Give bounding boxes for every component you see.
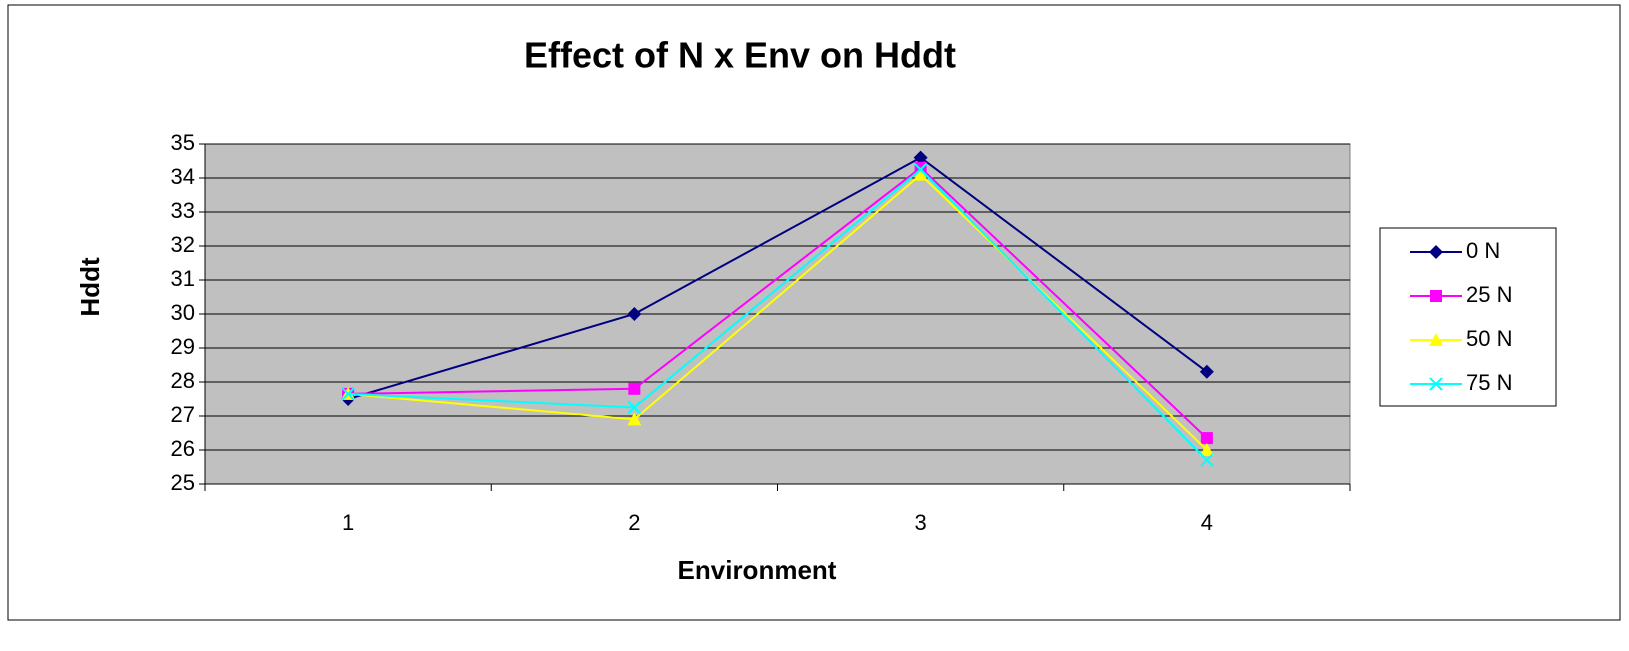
y-tick-label: 29: [171, 334, 195, 359]
marker: [913, 167, 928, 181]
series-line: [348, 166, 1208, 439]
legend-label: 0 N: [1466, 238, 1500, 263]
marker: [1200, 453, 1214, 467]
y-tick-label: 25: [171, 470, 195, 495]
y-tick-label: 28: [171, 368, 195, 393]
legend-label: 25 N: [1466, 282, 1512, 307]
y-tick-label: 27: [171, 402, 195, 427]
marker: [627, 412, 642, 426]
legend-label: 50 N: [1466, 326, 1512, 351]
x-tick-label: 2: [628, 510, 640, 535]
x-axis-label: Environment: [678, 555, 837, 585]
series-line: [348, 168, 1208, 461]
marker: [1429, 245, 1443, 259]
legend-box: [1379, 227, 1557, 407]
marker: [1430, 290, 1442, 302]
x-tick-label: 1: [342, 510, 354, 535]
y-tick-label: 31: [171, 266, 195, 291]
marker: [341, 387, 355, 401]
marker: [1429, 377, 1443, 391]
x-tick-label: 4: [1201, 510, 1213, 535]
marker: [1199, 364, 1214, 379]
marker: [627, 400, 642, 415]
marker: [627, 307, 642, 321]
y-tick-label: 26: [171, 436, 195, 461]
series-line: [348, 173, 1208, 451]
series-line: [347, 156, 1208, 400]
chart-title: Effect of N x Env on Hddt: [524, 35, 956, 76]
y-tick-label: 32: [171, 232, 195, 257]
marker: [913, 162, 928, 177]
marker: [1429, 333, 1443, 346]
y-tick-label: 33: [171, 198, 195, 223]
marker: [1200, 432, 1213, 445]
y-tick-label: 30: [171, 300, 195, 325]
marker: [1199, 443, 1214, 456]
legend-label: 75 N: [1466, 370, 1512, 395]
y-tick-label: 34: [171, 164, 195, 189]
marker: [913, 150, 928, 165]
y-axis-label: Hddt: [75, 257, 105, 317]
x-tick-label: 3: [915, 510, 927, 535]
marker: [628, 382, 641, 395]
y-tick-label: 35: [171, 130, 195, 155]
